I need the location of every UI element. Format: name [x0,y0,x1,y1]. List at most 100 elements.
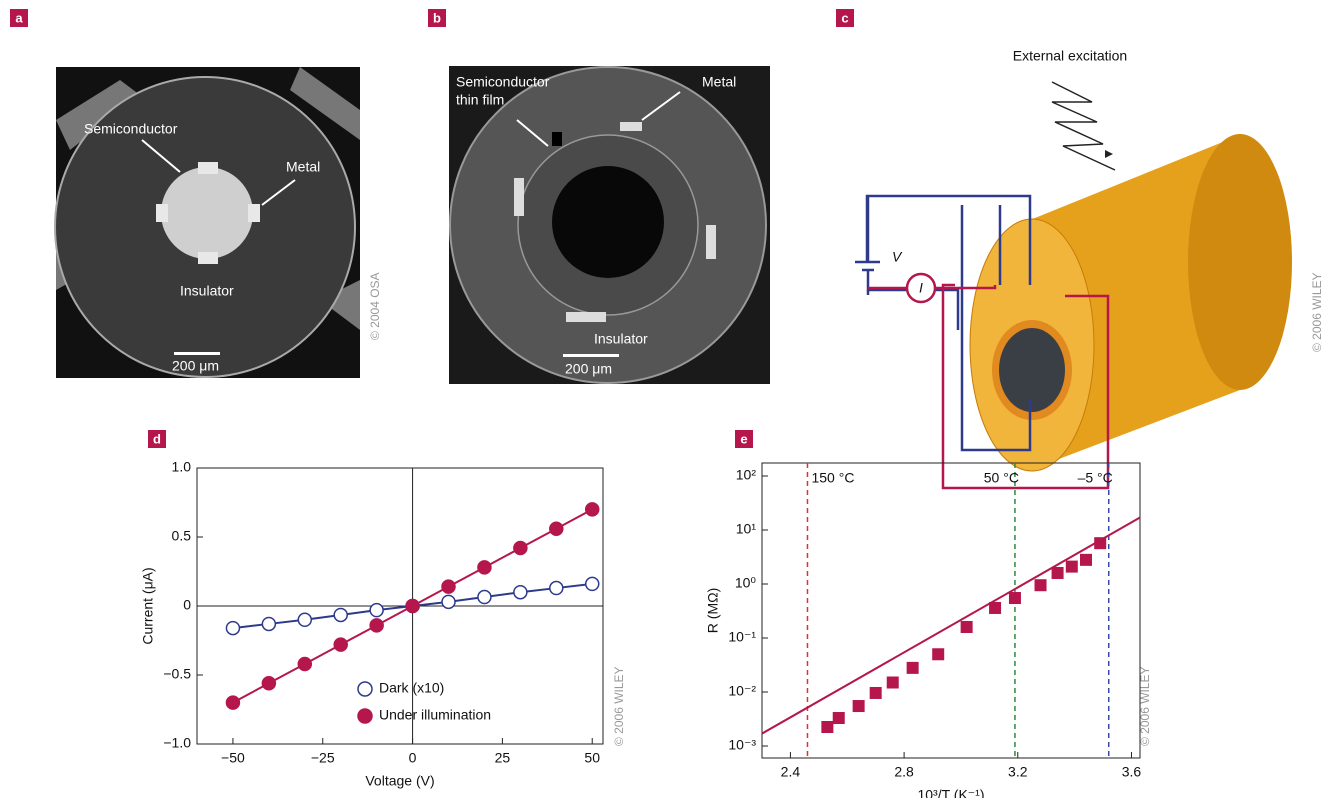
pointer [141,139,181,173]
metal-pad [566,312,606,322]
pointer [516,119,549,147]
y-tick-label: 10⁻² [728,683,756,699]
voltage-label: V [892,249,903,265]
data-point [1008,592,1021,605]
image-label: Semiconductor [84,121,178,137]
y-tick-label: 10² [736,467,757,483]
data-point [1080,553,1092,566]
x-tick-label: 3.6 [1122,764,1142,780]
y-tick-label: 1.0 [172,459,192,475]
reference-label: –5 °C [1078,470,1113,486]
core [999,328,1065,412]
x-tick-label: 2.8 [894,764,914,780]
scale-label: 200 μm [565,361,612,377]
y-tick-label: −1.0 [163,735,191,751]
data-point [297,612,313,628]
data-point [441,594,456,610]
letter-box [836,9,854,27]
x-tick-label: −25 [311,750,335,766]
pointer [261,179,296,206]
y-tick-label: 10¹ [736,521,757,537]
arrow-head [1105,150,1113,158]
data-point [513,584,528,600]
data-point [333,607,348,623]
metal-pad [198,252,218,264]
data-point [225,620,241,636]
thin-film-gap [552,132,562,146]
scale-bar [563,354,619,357]
data-point [821,720,834,733]
data-point [1034,579,1047,592]
data-point [886,676,899,689]
metal-pad [248,204,260,222]
data-point [932,648,945,661]
data-point [1065,560,1078,573]
reference-label: 50 °C [984,470,1019,486]
data-point [261,676,277,691]
metal-pad [198,162,218,174]
excitation-wave [1051,81,1116,171]
legend-label: Dark (x10) [379,680,444,696]
y-tick-label: 10⁻³ [728,737,756,753]
data-point [1051,566,1064,579]
y-tick-label: −0.5 [163,666,191,682]
legend-marker [357,681,373,697]
image-label: Semiconductor [456,74,550,90]
data-point [225,695,241,710]
letter-box [428,9,446,27]
letter-box [148,430,166,448]
credit: © 2006 WILEY [1138,666,1152,746]
data-point [477,560,492,575]
data-point [852,700,865,713]
y-tick-label: 0.5 [172,528,192,544]
data-point [261,616,277,632]
panel-letter: d [153,431,161,446]
x-tick-label: 3.2 [1008,764,1028,780]
data-point [369,618,384,633]
y-axis-label: R (MΩ) [705,588,721,633]
x-tick-label: −50 [221,750,245,766]
x-tick-label: 0 [409,750,417,766]
data-point [369,602,384,618]
data-point [549,521,564,536]
plot-frame [761,462,1141,759]
data-point [584,502,600,517]
image-label: Insulator [180,283,234,299]
credit: © 2006 WILEY [1310,272,1324,352]
fit-line [761,516,1141,735]
y-axis-label: Current (μA) [140,567,156,644]
data-point [1094,537,1107,550]
data-point [333,637,348,652]
voltage-wire [960,205,1032,452]
credit: © 2006 WILEY [612,666,626,746]
current-label: I [919,280,923,296]
excitation-label: External excitation [1013,48,1127,64]
x-tick-label: 2.4 [781,764,801,780]
panel-letter: b [433,10,441,25]
y-tick-label: 0 [183,597,191,613]
panel-letter: a [15,10,23,25]
panel-letter: e [740,431,747,446]
panel-letter: c [841,10,848,25]
credit: © 2004 OSA [368,272,382,340]
image-label: Metal [286,159,320,175]
image-label: Metal [702,74,736,90]
data-point [405,598,420,614]
data-point [477,589,492,605]
y-tick-label: 10⁻¹ [728,629,756,645]
x-tick-label: 25 [495,750,511,766]
metal-pad [514,178,524,216]
data-point [549,580,564,596]
letter-box [10,9,28,27]
x-axis-label: 10³/T (K⁻¹) [917,787,984,798]
image-label: thin film [456,92,504,108]
legend-marker [357,708,373,724]
data-point [584,576,600,592]
scale-label: 200 μm [172,358,219,374]
hollow-core [552,166,664,278]
data-point [441,579,456,594]
metal-pad [156,204,168,222]
data-point [832,712,845,725]
image-label: Insulator [594,331,648,347]
metal-pad [620,122,642,131]
